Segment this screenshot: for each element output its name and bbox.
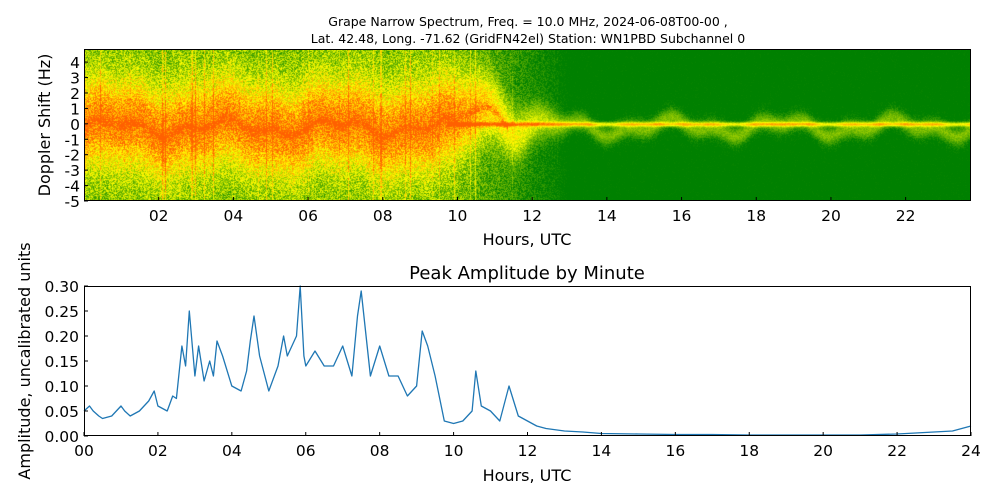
spectrogram-ytick-label: -2 — [65, 147, 80, 165]
spectrogram-ytick-label: -3 — [65, 162, 80, 180]
amplitude-xtick-label: 22 — [887, 442, 907, 460]
spectrogram-title-line1: Grape Narrow Spectrum, Freq. = 10.0 MHz,… — [328, 14, 728, 29]
spectrogram-heatmap — [84, 49, 971, 201]
amplitude-xtick-label: 14 — [592, 442, 612, 460]
spectrogram-ytick-label: -4 — [65, 178, 80, 196]
amplitude-series-line — [83, 285, 972, 436]
spectrogram-title-line2: Lat. 42.48, Long. -71.62 (GridFN42el) St… — [310, 31, 746, 46]
amplitude-xtick-label: 18 — [739, 442, 759, 460]
spectrogram-xtick-label: 08 — [373, 207, 393, 225]
amplitude-xtick-label: 24 — [961, 442, 981, 460]
spectrogram-xtick-label: 12 — [522, 207, 542, 225]
spectrogram-ytick-label: 1 — [70, 100, 80, 118]
amplitude-ticks: 00 02 04 06 08 10 12 14 16 18 20 22 24 0.00 0.05 0.10 0.… — [44, 278, 980, 460]
spectrogram-xtick-label: 10 — [448, 207, 468, 225]
amplitude-ytick-label: 0.05 — [44, 403, 79, 421]
spectrogram-ytick-label: 2 — [70, 85, 80, 103]
spectrogram-xtick-label: 04 — [224, 207, 244, 225]
spectrogram-xtick-label: 18 — [746, 207, 766, 225]
amplitude-title: Peak Amplitude by Minute — [409, 263, 645, 284]
amplitude-xtick-label: 02 — [148, 442, 168, 460]
amplitude-ytick-label: 0.00 — [44, 428, 79, 446]
amplitude-xtick-label: 00 — [74, 442, 94, 460]
amplitude-xtick-label: 20 — [813, 442, 833, 460]
amplitude-xtick-label: 08 — [370, 442, 390, 460]
amplitude-xtick-label: 06 — [296, 442, 316, 460]
spectrogram-xtick-label: 20 — [821, 207, 841, 225]
spectrogram-xtick-label: 14 — [597, 207, 617, 225]
spectrogram-xtick-label: 16 — [672, 207, 692, 225]
spectrogram-xtick-label: 22 — [896, 207, 916, 225]
spectrogram-xtick-label: 06 — [298, 207, 318, 225]
spectrogram-ytick-label: 4 — [70, 54, 80, 72]
spectrogram-ylabel: Doppler Shift (Hz) — [35, 54, 54, 197]
spectrogram-xtick-label: 02 — [149, 207, 169, 225]
amplitude-ytick-label: 0.20 — [44, 328, 79, 346]
amplitude-ytick-label: 0.30 — [44, 278, 79, 296]
amplitude-xlabel: Hours, UTC — [483, 466, 572, 485]
amplitude-ytick-label: 0.10 — [44, 378, 79, 396]
amplitude-ytick-label: 0.15 — [44, 353, 79, 371]
amplitude-xtick-label: 10 — [444, 442, 464, 460]
spectrogram-title: Grape Narrow Spectrum, Freq. = 10.0 MHz,… — [0, 13, 1000, 47]
spectrogram-frame — [84, 49, 971, 201]
amplitude-xtick-label: 12 — [518, 442, 538, 460]
amplitude-xtick-label: 04 — [222, 442, 242, 460]
spectrogram-ytick-label: 0 — [70, 116, 80, 134]
spectrogram-ytick-label: -5 — [65, 193, 80, 211]
spectrogram-ytick-label: 3 — [70, 70, 80, 88]
spectrogram-xlabel: Hours, UTC — [483, 230, 572, 249]
amplitude-frame — [84, 286, 971, 436]
spectrogram-ytick-label: -1 — [65, 131, 80, 149]
amplitude-xtick-label: 16 — [665, 442, 685, 460]
amplitude-ylabel: Amplitude, uncalibrated units — [15, 242, 34, 479]
amplitude-ytick-label: 0.25 — [44, 303, 79, 321]
